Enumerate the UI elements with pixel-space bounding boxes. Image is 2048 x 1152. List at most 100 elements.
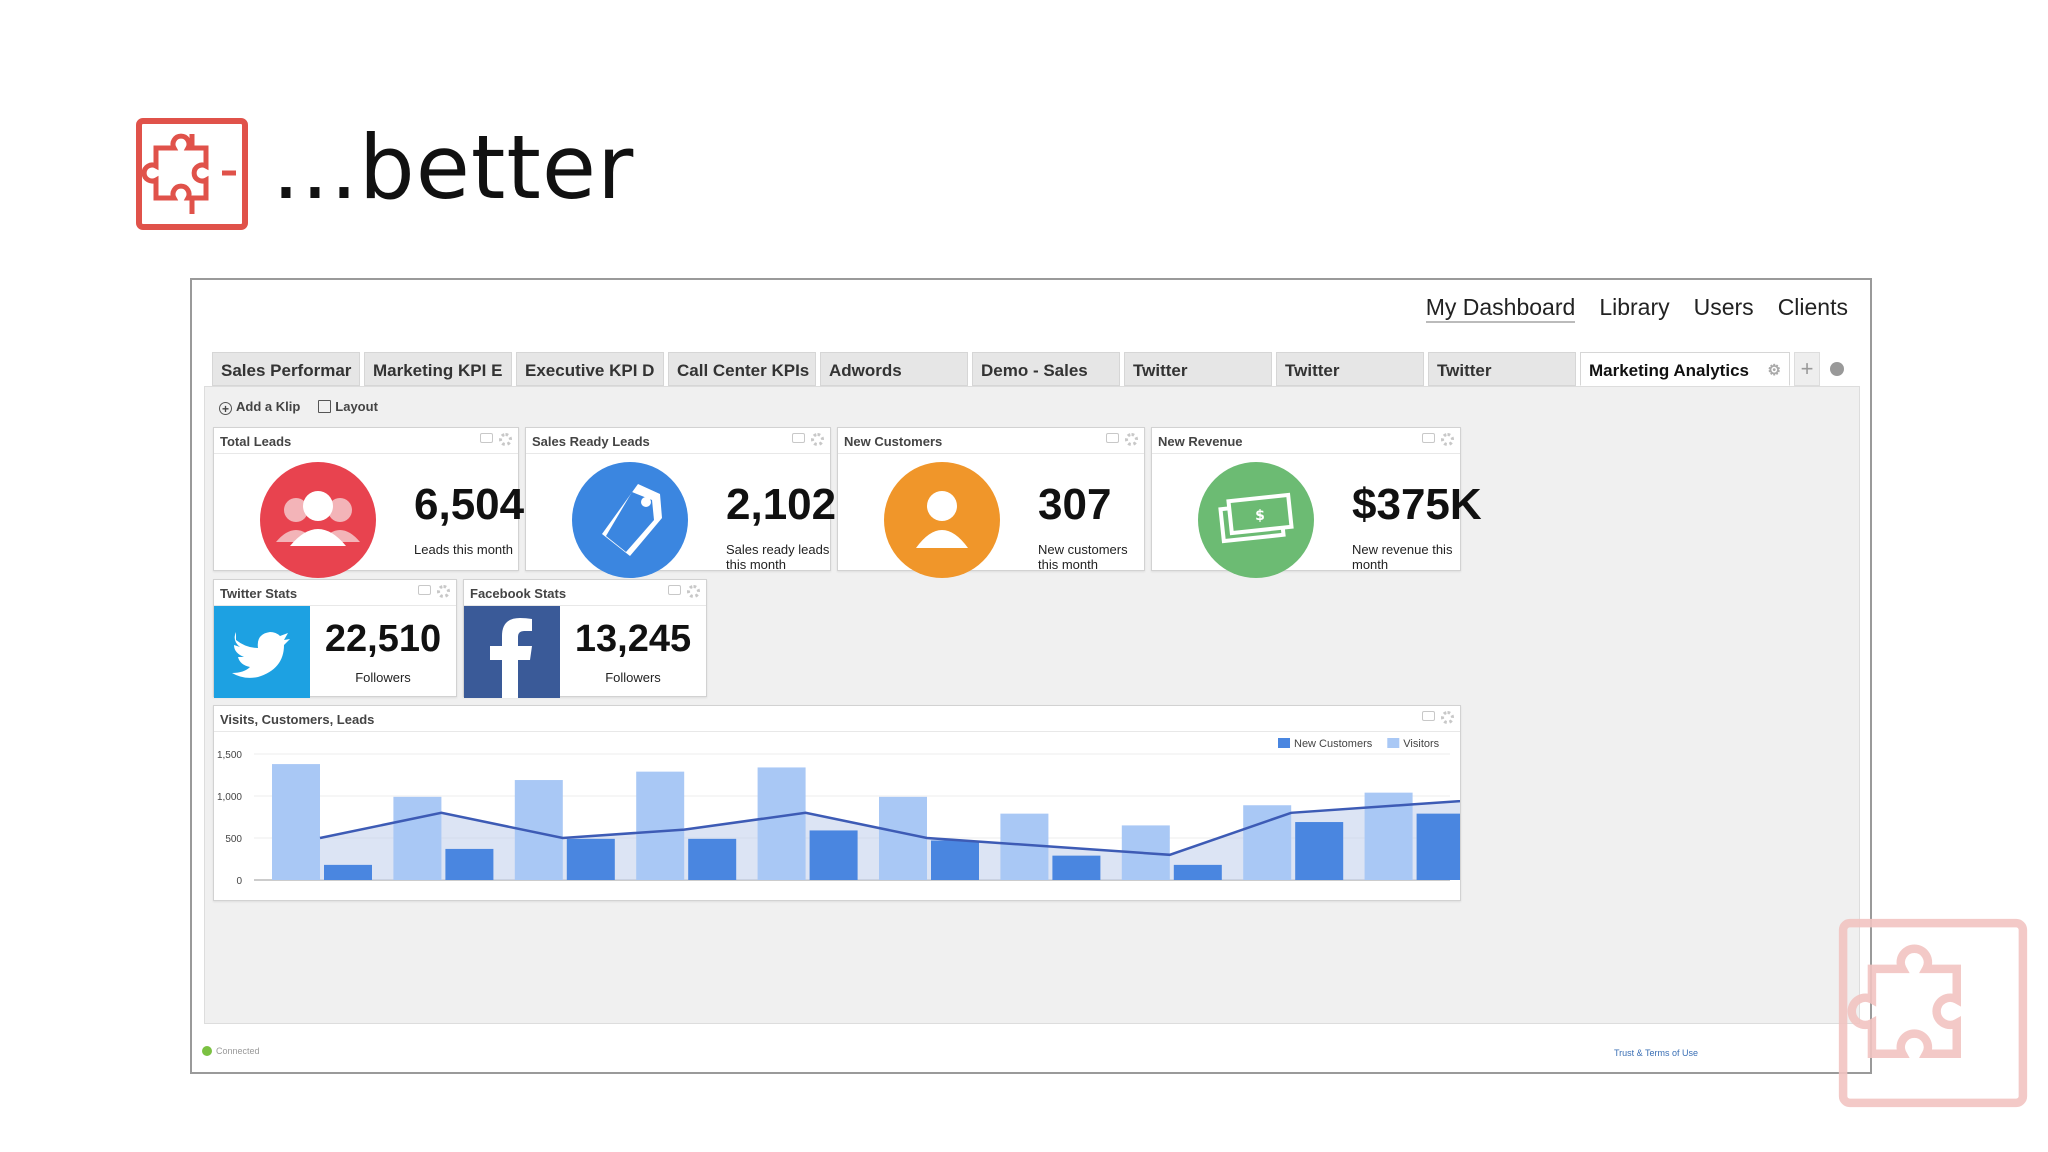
plus-circle-icon: + [219,402,232,415]
bar-new-customers [1052,855,1101,880]
tab-marketing-analytics[interactable]: Marketing Analytics ⚙ [1580,352,1790,386]
bar-new-customers [1173,864,1222,880]
klip-new-customers: New Customers 307 New customers this mon… [837,427,1145,578]
tab-marketing-analytics-label: Marketing Analytics [1589,361,1749,380]
bar-new-customers [688,838,737,880]
social-value: 13,245 [574,618,692,660]
add-tab-plus-icon[interactable]: + [1794,352,1820,386]
gear-icon[interactable] [1441,711,1454,724]
gear-icon[interactable] [1125,433,1138,446]
dashboard-canvas: + Add a Klip Layout Total Leads 6,504 Lea… [204,386,1860,1024]
tag-icon [572,462,688,578]
dashboard-toolbar: + Add a Klip Layout [219,399,378,415]
kpi-value: 6,504 [414,480,525,529]
klip-title: Twitter Stats [220,586,298,601]
bar-new-customers [324,864,372,880]
klip-header: Visits, Customers, Leads [214,706,1460,732]
tab-marketing-kpi[interactable]: Marketing KPI E [364,352,512,386]
slide-title: ...better [272,116,635,219]
comment-icon[interactable] [1422,433,1435,443]
bar-visitors [879,796,927,880]
y-tick-label: 0 [236,876,242,887]
klip-visits-chart: Visits, Customers, Leads 0 500 1,000 1,500 N… [213,705,1461,901]
layout-button[interactable]: Layout [318,399,378,415]
klip-twitter-stats: Twitter Stats 22,510 Followers [213,579,457,698]
klip-facebook-stats: Facebook Stats 13,245 Followers [463,579,707,698]
gear-icon[interactable] [687,585,700,598]
gear-icon[interactable] [499,433,512,446]
puzzle-watermark-icon [1838,918,2028,1108]
y-tick-label: 500 [225,834,242,845]
gear-icon[interactable] [1441,433,1454,446]
kpi-value: 2,102 [726,480,837,529]
kpi-subtitle: Leads this month [414,542,514,557]
kpi-subtitle: New customers this month [1038,542,1128,572]
legend-swatch [1387,738,1400,748]
bar-new-customers [1416,813,1460,880]
dashboard-tabs: Sales Performar Marketing KPI E Executiv… [212,352,1850,386]
klip-header: New Customers [838,428,1144,454]
nav-clients[interactable]: Clients [1777,294,1848,320]
comment-icon[interactable] [1422,711,1435,721]
kpi-value: $375K [1352,480,1482,529]
tab-menu-circle-icon[interactable] [1824,352,1850,386]
gear-icon[interactable] [437,585,450,598]
connection-status: Connected [202,1046,260,1056]
svg-text:$: $ [1255,508,1265,524]
klip-header: Facebook Stats [464,580,706,606]
klip-sales-ready-leads: Sales Ready Leads 2,102 Sales ready lead… [525,427,836,578]
tab-demo-sales[interactable]: Demo - Sales [972,352,1120,386]
comment-icon[interactable] [480,433,493,443]
bar-visitors [636,771,685,880]
klip-title: Facebook Stats [470,586,567,601]
user-icon [884,462,1000,578]
tab-gear-icon[interactable]: ⚙ [1767,362,1781,379]
y-tick-label: 1,500 [217,750,242,761]
tab-twitter-3[interactable]: Twitter [1428,352,1576,386]
tab-sales-performance[interactable]: Sales Performar [212,352,360,386]
klip-title: Sales Ready Leads [532,434,650,449]
tab-twitter-2[interactable]: Twitter [1276,352,1424,386]
bar-new-customers [1295,822,1344,880]
social-subtitle: Followers [605,670,661,685]
comment-icon[interactable] [668,585,681,595]
add-klip-button[interactable]: + Add a Klip [219,399,300,415]
klip-total-leads: Total Leads 6,504 Leads this month [213,427,524,578]
social-subtitle: Followers [355,670,411,685]
nav-my-dashboard[interactable]: My Dashboard [1425,294,1576,323]
gear-icon[interactable] [811,433,824,446]
connection-status-label: Connected [216,1046,260,1056]
dashboard-screenshot: My Dashboard Library Users Clients Sales… [190,278,1872,1074]
puzzle-logo-icon [136,118,248,230]
klip-new-revenue: New Revenue $ $375K New revenue this mon… [1151,427,1482,578]
nav-library[interactable]: Library [1599,294,1670,320]
y-tick-label: 1,000 [217,792,242,803]
comment-icon[interactable] [418,585,431,595]
tab-adwords[interactable]: Adwords [820,352,968,386]
klip-header: Twitter Stats [214,580,456,606]
nav-users[interactable]: Users [1693,294,1754,320]
facebook-icon [464,606,560,698]
bar-new-customers [445,848,494,880]
comment-icon[interactable] [792,433,805,443]
trust-terms-link[interactable]: Trust & Terms of Use [1614,1048,1699,1058]
bar-visitors [1243,805,1292,880]
klip-header: New Revenue [1152,428,1460,454]
tab-call-center-kpis[interactable]: Call Center KPIs [668,352,816,386]
bar-visitors [393,796,442,880]
tab-twitter-1[interactable]: Twitter [1124,352,1272,386]
leads-line [319,799,1460,857]
kpi-value: 307 [1038,480,1112,529]
top-navigation: My Dashboard Library Users Clients [1425,294,1848,323]
layout-label: Layout [335,399,378,414]
klip-title: Total Leads [220,434,292,449]
klip-title: New Customers [844,434,943,449]
comment-icon[interactable] [1106,433,1119,443]
legend-label: Visitors [1403,738,1439,750]
users-icon [260,462,376,578]
tab-executive-kpi[interactable]: Executive KPI D [516,352,664,386]
status-dot-icon [202,1046,212,1056]
money-icon: $ [1198,462,1314,578]
grid-icon [318,400,332,413]
